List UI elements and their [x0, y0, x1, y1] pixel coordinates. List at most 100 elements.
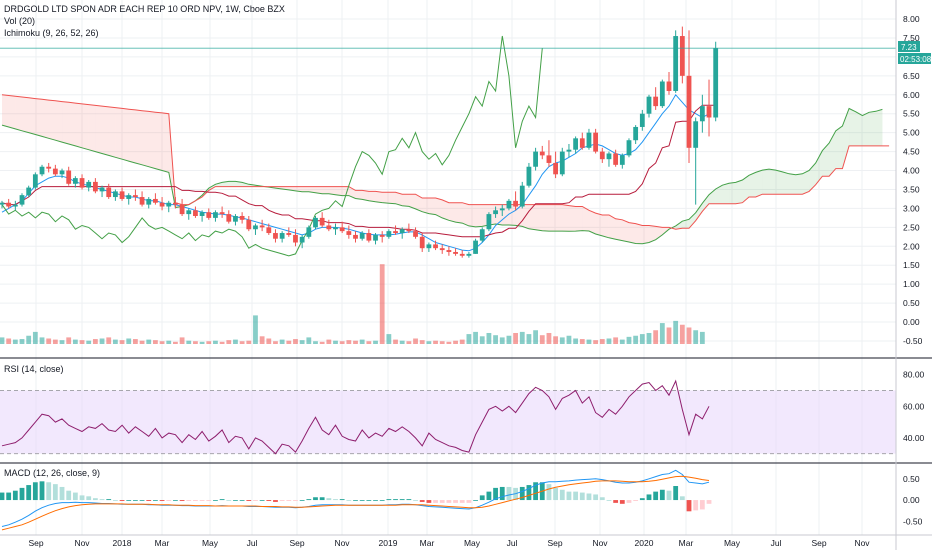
volume-bar — [386, 334, 392, 344]
candle — [6, 198, 12, 209]
volume-bar — [439, 341, 445, 344]
candle — [286, 227, 292, 237]
volume-bar — [299, 340, 305, 344]
candle-body — [579, 138, 585, 148]
candle — [26, 185, 32, 198]
macd-histogram-bar — [313, 497, 318, 501]
volume-bar — [686, 327, 692, 344]
candle — [606, 151, 612, 167]
volume-bar — [599, 339, 605, 344]
candle — [639, 109, 645, 131]
cloud-segment — [342, 186, 349, 196]
macd-histogram-bar — [686, 500, 692, 512]
grid-layer — [0, 0, 896, 535]
cloud-segment — [222, 181, 229, 187]
candle — [419, 233, 425, 252]
candle — [199, 210, 205, 222]
volume-bar — [426, 341, 432, 344]
macd-histogram-bar — [386, 499, 392, 501]
volume-bar — [246, 340, 252, 344]
candle-body — [606, 153, 612, 160]
candle — [0, 200, 5, 209]
volume-bar — [526, 334, 532, 344]
candle-body — [653, 96, 659, 107]
candle — [573, 136, 579, 154]
candle — [366, 229, 372, 243]
price-axis[interactable]: 8.007.507.006.506.005.505.004.504.003.50… — [903, 14, 925, 526]
last-price-tag — [898, 41, 920, 52]
macd-histogram-bar — [279, 500, 285, 502]
time-tick-label: Jul — [247, 538, 258, 548]
volume-bar — [12, 339, 18, 344]
candle-body — [386, 231, 392, 237]
time-tick-label: Nov — [592, 538, 608, 548]
candle-body — [286, 233, 292, 235]
candle — [519, 181, 525, 209]
time-tick-label: Mar — [420, 538, 435, 548]
candle-body — [633, 126, 639, 141]
candle — [439, 244, 445, 254]
candle-body — [72, 178, 78, 184]
candle — [86, 180, 92, 192]
candle-body — [566, 149, 572, 152]
candle-body — [673, 36, 679, 91]
candle-body — [226, 214, 232, 222]
macd-histogram-bar — [126, 500, 132, 501]
candle-body — [459, 253, 465, 256]
macd-histogram-bar — [399, 499, 405, 501]
rsi-band — [0, 390, 896, 454]
volume-bar — [399, 340, 405, 344]
macd-histogram-bar — [46, 482, 52, 501]
candle-body — [206, 212, 212, 218]
candle — [586, 128, 592, 150]
cloud-segment — [115, 107, 123, 160]
candle-body — [626, 140, 632, 156]
volume-bar — [653, 330, 659, 344]
candle — [513, 191, 518, 211]
volume-bar — [106, 337, 112, 344]
volume-bar — [499, 337, 505, 344]
cloud-segment — [709, 188, 716, 204]
volume-bar — [112, 339, 118, 344]
volume-bar — [206, 341, 212, 344]
candle-body — [333, 227, 338, 230]
volume-bar — [573, 338, 579, 344]
volume-bar — [693, 330, 699, 344]
candle — [226, 210, 232, 224]
candle — [433, 240, 438, 251]
time-axis[interactable]: Sep Nov 2018 Mar May Jul Sep Nov 2019 Mar May Jul Se… — [28, 538, 870, 548]
volume-bar — [59, 340, 65, 344]
macd-histogram-bar — [266, 500, 272, 502]
candle — [99, 185, 105, 198]
cloud-segment — [555, 204, 563, 232]
candle-body — [159, 202, 165, 207]
cloud-segment — [735, 180, 743, 204]
macd-histogram-bar — [579, 492, 585, 501]
cloud-segment — [28, 97, 36, 135]
macd-histogram-bar — [426, 500, 432, 503]
candle-body — [153, 198, 158, 203]
volume-legend: Vol (20) — [4, 16, 35, 26]
candle — [713, 41, 719, 122]
macd-histogram-bar — [112, 500, 118, 501]
cloud-segment — [535, 204, 543, 231]
macd-histogram-bar — [259, 500, 265, 501]
candle-body — [406, 229, 412, 232]
macd-histogram-bar — [159, 500, 165, 502]
candle-body — [293, 234, 298, 243]
candle — [546, 140, 552, 167]
candle-body — [146, 198, 152, 205]
candle-body — [19, 195, 25, 205]
candle — [673, 30, 679, 93]
candle-body — [706, 106, 712, 118]
cloud-segment — [849, 108, 856, 146]
candle-body — [593, 132, 599, 152]
volume-bar — [333, 340, 338, 344]
candle — [486, 212, 492, 232]
macd-histogram-bar — [99, 499, 105, 501]
cloud-segment — [795, 173, 803, 195]
cloud-segment — [715, 185, 723, 204]
